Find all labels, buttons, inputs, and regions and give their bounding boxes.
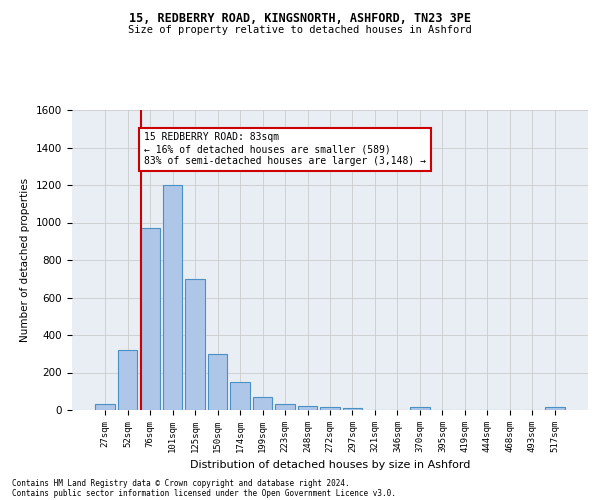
Bar (118, 350, 137, 410)
X-axis label: Distribution of detached houses by size in Ashford: Distribution of detached houses by size … (190, 460, 470, 470)
Bar (208, 354, 227, 410)
Text: 15 REDBERRY ROAD: 83sqm
← 16% of detached houses are smaller (589)
83% of semi-d: 15 REDBERRY ROAD: 83sqm ← 16% of detache… (144, 132, 426, 166)
Bar (163, 185, 182, 410)
Y-axis label: Number of detached properties: Number of detached properties (20, 178, 31, 342)
Bar (298, 406, 317, 410)
Text: Contains HM Land Registry data © Crown copyright and database right 2024.: Contains HM Land Registry data © Crown c… (12, 478, 350, 488)
Bar (545, 407, 565, 410)
Bar (320, 407, 340, 410)
Bar (95, 404, 115, 410)
Bar (410, 407, 430, 410)
Bar (140, 228, 160, 410)
Text: Size of property relative to detached houses in Ashford: Size of property relative to detached ho… (128, 25, 472, 35)
Bar (343, 408, 362, 410)
Text: 15, REDBERRY ROAD, KINGSNORTH, ASHFORD, TN23 3PE: 15, REDBERRY ROAD, KINGSNORTH, ASHFORD, … (129, 12, 471, 26)
Bar (185, 279, 205, 410)
Bar (230, 382, 250, 410)
Text: Contains public sector information licensed under the Open Government Licence v3: Contains public sector information licen… (12, 488, 396, 498)
Bar (275, 404, 295, 410)
Bar (253, 397, 272, 410)
